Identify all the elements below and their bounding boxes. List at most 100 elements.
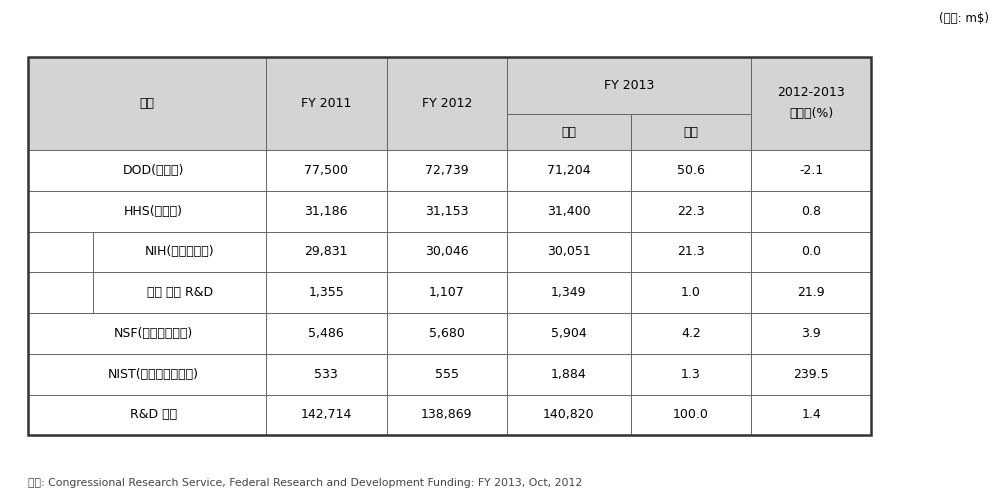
Bar — [630, 313, 750, 354]
Bar — [266, 395, 386, 435]
Bar — [507, 114, 630, 150]
Bar — [630, 354, 750, 395]
Bar — [266, 313, 386, 354]
Bar — [386, 395, 507, 435]
Bar — [630, 272, 750, 313]
Text: 1,884: 1,884 — [551, 368, 586, 381]
Text: 1,107: 1,107 — [428, 286, 464, 299]
Bar — [750, 272, 871, 313]
Bar — [386, 57, 507, 150]
Bar — [507, 313, 630, 354]
Bar — [750, 395, 871, 435]
Bar — [28, 191, 266, 232]
Text: 21.3: 21.3 — [676, 246, 704, 258]
Bar — [28, 57, 266, 150]
Bar — [386, 272, 507, 313]
Bar — [93, 232, 266, 272]
Bar — [266, 191, 386, 232]
Text: FY 2011: FY 2011 — [301, 97, 351, 110]
Text: 138,869: 138,869 — [420, 409, 472, 421]
Bar — [28, 313, 266, 354]
Bar — [266, 272, 386, 313]
Bar — [507, 232, 630, 272]
Bar — [266, 232, 386, 272]
Text: 비중: 비중 — [683, 126, 697, 139]
Text: 533: 533 — [314, 368, 338, 381]
Text: 555: 555 — [434, 368, 458, 381]
Text: NIH(국립보건원): NIH(국립보건원) — [144, 246, 215, 258]
Bar — [266, 150, 386, 191]
Bar — [386, 354, 507, 395]
Text: 72,739: 72,739 — [424, 164, 468, 177]
Text: 29,831: 29,831 — [304, 246, 348, 258]
Text: 30,051: 30,051 — [547, 246, 590, 258]
Text: (단위: m$): (단위: m$) — [938, 12, 988, 25]
Bar — [28, 57, 871, 435]
Bar — [507, 57, 750, 114]
Bar — [386, 191, 507, 232]
Bar — [28, 232, 93, 272]
Bar — [750, 191, 871, 232]
Bar — [630, 395, 750, 435]
Text: 50.6: 50.6 — [676, 164, 704, 177]
Bar — [750, 354, 871, 395]
Text: 구분: 구분 — [139, 97, 154, 110]
Text: 1.0: 1.0 — [680, 286, 700, 299]
Text: 31,400: 31,400 — [547, 205, 590, 218]
Bar — [507, 354, 630, 395]
Text: 142,714: 142,714 — [300, 409, 352, 421]
Bar — [630, 191, 750, 232]
Bar — [630, 150, 750, 191]
Bar — [750, 232, 871, 272]
Bar — [93, 272, 266, 313]
Text: 기타 보건 R&D: 기타 보건 R&D — [146, 286, 213, 299]
Bar — [28, 272, 93, 313]
Bar — [507, 272, 630, 313]
Bar — [630, 114, 750, 150]
Text: DOD(국방부): DOD(국방부) — [122, 164, 184, 177]
Text: 0.0: 0.0 — [800, 246, 820, 258]
Text: 21.9: 21.9 — [796, 286, 824, 299]
Text: 31,186: 31,186 — [304, 205, 348, 218]
Text: NSF(국립과학재단): NSF(국립과학재단) — [113, 327, 193, 340]
Bar — [386, 150, 507, 191]
Text: -2.1: -2.1 — [798, 164, 822, 177]
Text: 71,204: 71,204 — [547, 164, 590, 177]
Bar — [28, 395, 266, 435]
Text: 31,153: 31,153 — [424, 205, 468, 218]
Bar — [266, 354, 386, 395]
Bar — [507, 150, 630, 191]
Text: 1,349: 1,349 — [551, 286, 586, 299]
Bar — [266, 57, 386, 150]
Text: 77,500: 77,500 — [304, 164, 348, 177]
Bar — [507, 191, 630, 232]
Text: HHS(보건부): HHS(보건부) — [123, 205, 183, 218]
Text: 3.9: 3.9 — [800, 327, 820, 340]
Text: 2012-2013: 2012-2013 — [776, 86, 845, 99]
Bar — [750, 57, 871, 150]
Text: 출처: Congressional Research Service, Federal Research and Development Funding: FY: 출처: Congressional Research Service, Fede… — [28, 478, 582, 488]
Bar — [28, 150, 266, 191]
Text: 5,680: 5,680 — [428, 327, 464, 340]
Text: 140,820: 140,820 — [543, 409, 594, 421]
Text: 0.8: 0.8 — [800, 205, 820, 218]
Text: 5,486: 5,486 — [308, 327, 344, 340]
Text: 증가율(%): 증가율(%) — [788, 107, 832, 120]
Bar — [630, 232, 750, 272]
Text: 금액: 금액 — [561, 126, 576, 139]
Text: R&D 전체: R&D 전체 — [129, 409, 177, 421]
Bar — [750, 313, 871, 354]
Text: 1,355: 1,355 — [308, 286, 344, 299]
Bar — [386, 313, 507, 354]
Text: 100.0: 100.0 — [672, 409, 708, 421]
Text: 5,904: 5,904 — [551, 327, 586, 340]
Bar — [28, 354, 266, 395]
Bar — [386, 232, 507, 272]
Text: FY 2012: FY 2012 — [421, 97, 471, 110]
Text: 4.2: 4.2 — [680, 327, 700, 340]
Bar — [750, 150, 871, 191]
Text: 1.4: 1.4 — [800, 409, 820, 421]
Text: FY 2013: FY 2013 — [603, 79, 654, 92]
Text: 30,046: 30,046 — [424, 246, 468, 258]
Text: 1.3: 1.3 — [680, 368, 700, 381]
